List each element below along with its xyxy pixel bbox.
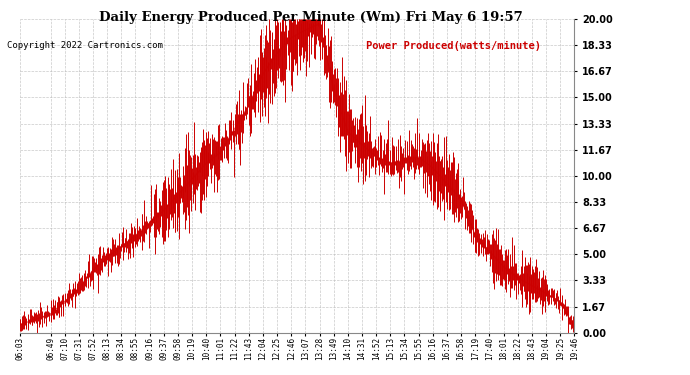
Text: Daily Energy Produced Per Minute (Wm) Fri May 6 19:57: Daily Energy Produced Per Minute (Wm) Fr…	[99, 11, 522, 24]
Text: Power Produced(watts/minute): Power Produced(watts/minute)	[366, 41, 541, 51]
Text: Copyright 2022 Cartronics.com: Copyright 2022 Cartronics.com	[7, 41, 163, 50]
